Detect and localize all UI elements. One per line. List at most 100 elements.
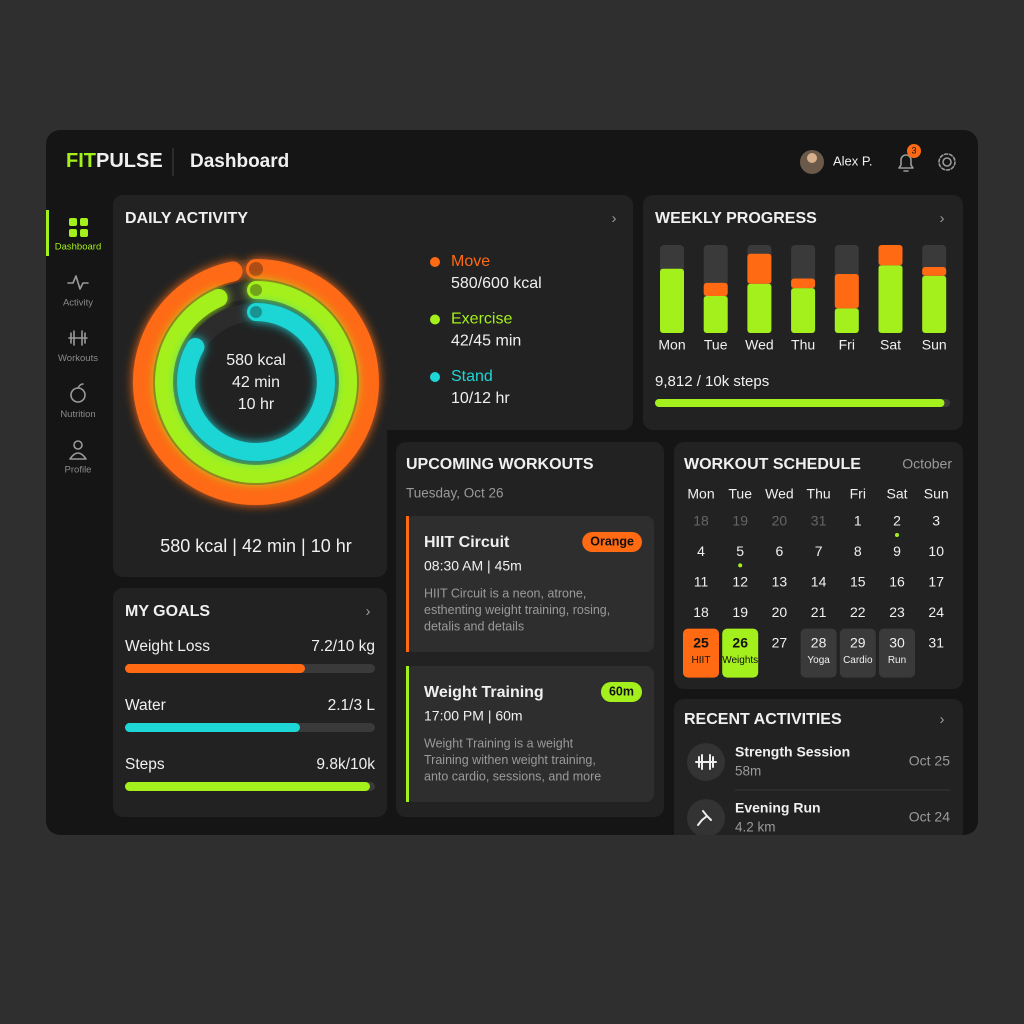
workout-tag: Orange <box>590 534 634 548</box>
day: 30 <box>889 634 905 650</box>
day-highlight[interactable] <box>839 628 876 678</box>
chevron[interactable]: › <box>940 210 945 227</box>
bar-segment <box>878 265 903 333</box>
activity-detail: 4.2 km <box>735 820 776 835</box>
goal-value: 7.2/10 kg <box>311 638 375 655</box>
day: 21 <box>811 604 827 620</box>
day: 24 <box>928 604 944 620</box>
weekday: Fri <box>850 486 866 502</box>
chevron[interactable]: › <box>940 711 945 728</box>
goal-label: Steps <box>125 756 165 773</box>
workout-card[interactable] <box>406 666 654 802</box>
day-label: Cardio <box>843 655 873 666</box>
weekday: Sun <box>924 486 949 502</box>
workout-tag: 60m <box>609 684 634 698</box>
day: 31 <box>811 513 827 529</box>
ring-center-text: 580 kcal <box>226 352 286 369</box>
day: 16 <box>889 574 905 590</box>
day-highlight[interactable] <box>722 628 759 678</box>
legend-icon <box>430 372 440 382</box>
day-highlight[interactable] <box>879 628 915 678</box>
logo-rest: PULSE <box>96 150 163 172</box>
ring-label: Stand <box>451 368 493 385</box>
day-label: Yoga <box>807 655 830 666</box>
bar-segment <box>747 253 772 284</box>
goals-card <box>113 588 387 817</box>
day: 14 <box>811 574 827 590</box>
bar-segment <box>878 245 903 266</box>
day: 6 <box>776 543 784 559</box>
x-tick-label: Wed <box>745 337 774 353</box>
page-title: Dashboard <box>190 151 289 172</box>
ring-arrow <box>250 306 262 318</box>
ring-value: 42/45 min <box>451 333 521 350</box>
x-tick-label: Sun <box>922 337 947 353</box>
day: 26 <box>732 634 748 650</box>
day: 23 <box>889 604 905 620</box>
bar-segment <box>791 278 816 289</box>
sidebar-label[interactable]: Workouts <box>58 353 98 364</box>
activity-title: Evening Run <box>735 800 821 816</box>
goal-value: 9.8k/10k <box>316 756 375 773</box>
bar-segment <box>791 288 816 333</box>
ring-value: 580/600 kcal <box>451 275 542 292</box>
chevron[interactable]: › <box>366 603 371 620</box>
user-name[interactable]: Alex P. <box>833 153 873 168</box>
bell-icon[interactable] <box>898 154 914 172</box>
goal-bar <box>125 664 305 673</box>
bar-segment <box>703 296 728 333</box>
sidebar-label[interactable]: Dashboard <box>55 242 101 253</box>
ring-arrow <box>249 262 263 276</box>
day-label: Run <box>888 655 906 666</box>
workout-time: 17:00 PM | 60m <box>424 708 523 724</box>
day: 9 <box>893 543 901 559</box>
legend-icon <box>430 257 440 267</box>
recent-card <box>674 699 963 835</box>
badge <box>907 144 921 158</box>
workout-time: 08:30 AM | 45m <box>424 558 522 574</box>
ring-arc <box>177 303 335 461</box>
day-highlight[interactable] <box>800 628 837 678</box>
bar-segment <box>922 267 947 276</box>
goal-label: Weight Loss <box>125 638 210 655</box>
day: 19 <box>732 604 748 620</box>
weekday: Tue <box>728 486 752 502</box>
goal-label: Water <box>125 697 166 714</box>
workout-description: Weight Training is a weight <box>424 736 574 750</box>
day: 29 <box>850 634 866 650</box>
gear-icon[interactable] <box>942 157 952 167</box>
workout-description: anto cardio, sessions, and more <box>424 769 601 783</box>
sidebar-label[interactable]: Nutrition <box>60 409 95 420</box>
weekday: Wed <box>765 486 794 502</box>
workout-description: detalis and details <box>424 619 524 633</box>
steps-label: 9,812 / 10k steps <box>655 373 769 390</box>
day: 1 <box>854 513 862 529</box>
day: 5 <box>736 543 744 559</box>
day: 10 <box>928 543 944 559</box>
day: 7 <box>815 543 823 559</box>
goal-bar <box>125 723 300 732</box>
bar-segment <box>660 268 684 333</box>
goal-bar <box>125 782 370 791</box>
activity-icon <box>695 754 717 770</box>
workout-description: esthenting weight training, rosing, <box>424 603 610 617</box>
sidebar-label[interactable]: Profile <box>65 465 92 476</box>
bar-segment <box>922 275 947 333</box>
activity-summary: 580 kcal | 42 min | 10 hr <box>160 536 351 556</box>
day: 20 <box>772 513 788 529</box>
day: 18 <box>693 604 709 620</box>
chevron[interactable]: › <box>612 210 617 227</box>
day-highlight[interactable] <box>683 628 719 678</box>
day: 19 <box>732 513 748 529</box>
sidebar-label[interactable]: Activity <box>63 297 93 308</box>
day: 22 <box>850 604 866 620</box>
day: 3 <box>932 513 940 529</box>
day: 13 <box>772 574 788 590</box>
avatar-face <box>807 153 817 163</box>
day: 31 <box>928 634 944 650</box>
card-title: RECENT ACTIVITIES <box>684 711 842 728</box>
day: 2 <box>893 513 901 529</box>
active-indicator <box>46 210 49 256</box>
day-dot <box>738 563 743 568</box>
